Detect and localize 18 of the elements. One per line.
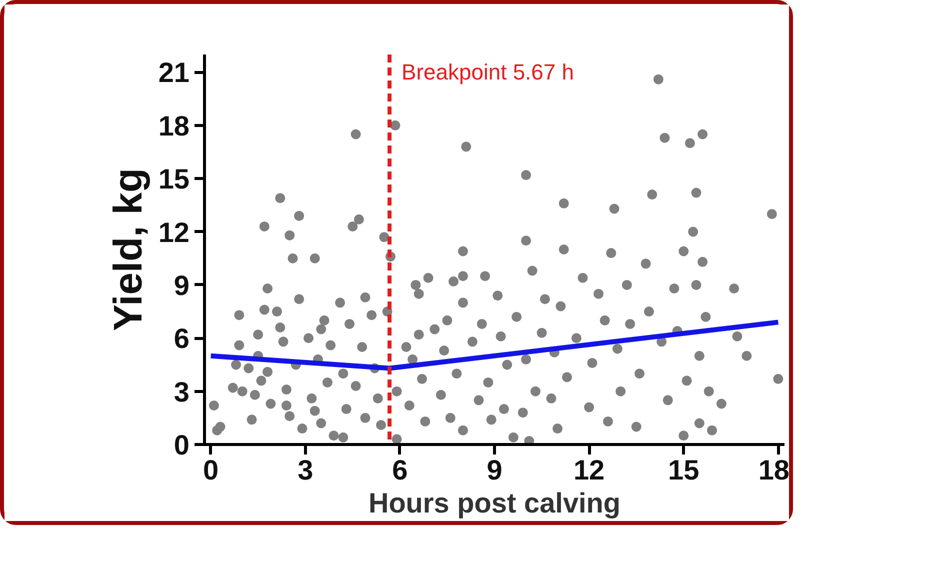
ref-line-label: Breakpoint 5.67 h (402, 60, 574, 84)
x-tick-label: 3 (298, 454, 314, 486)
x-tick-label: 9 (486, 454, 502, 486)
x-tick-label: 15 (668, 454, 700, 486)
x-tick-label: 0 (203, 454, 219, 486)
x-tick-label: 12 (573, 454, 605, 486)
y-axis-title: Yield, kg (106, 168, 150, 332)
x-tick-label: 18 (758, 454, 790, 486)
y-tick-label: 12 (158, 216, 190, 248)
x-axis-title: Hours post calving (368, 488, 621, 518)
y-tick-label: 21 (158, 57, 190, 88)
y-tick-label: 6 (174, 323, 190, 354)
y-tick-label: 18 (158, 110, 190, 142)
y-tick-label: 0 (174, 430, 190, 460)
x-tick-label: 6 (392, 454, 408, 486)
y-tick-label: 3 (174, 376, 190, 408)
y-tick-label: 15 (158, 164, 190, 195)
y-tick-label: 9 (174, 270, 190, 301)
